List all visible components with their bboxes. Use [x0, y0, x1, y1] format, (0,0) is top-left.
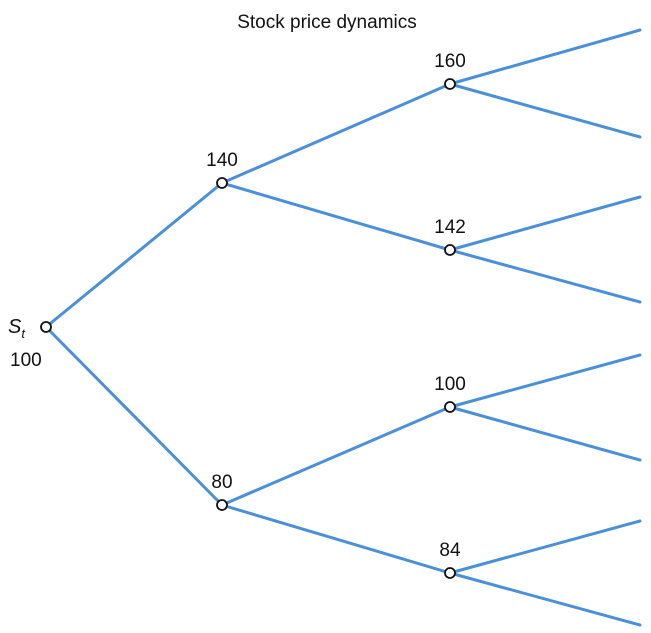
root-variable: S: [8, 316, 22, 338]
leaf-branch-0-down: [448, 82, 642, 139]
root-value-label: 100: [10, 350, 42, 371]
tree-node-2-3: [444, 567, 456, 579]
leaf-branch-1-down: [448, 248, 642, 304]
tree-node-1-1: [216, 499, 228, 511]
diagram-title: Stock price dynamics: [237, 12, 417, 33]
leaf-branch-2-down: [448, 405, 642, 462]
leaf-branch-2-up: [448, 353, 642, 409]
branch-0-0-up: [44, 181, 224, 329]
branch-1-1-up: [220, 405, 452, 507]
leaf-branch-3-up: [448, 519, 642, 575]
tree-nodes: [40, 78, 456, 579]
leaf-branch-0-up: [448, 28, 642, 86]
tree-node-2-1: [444, 244, 456, 256]
node-value-2-3: 84: [439, 540, 461, 561]
tree-labels: St 100 140 80 160 142 100 84: [8, 51, 466, 561]
tree-node-0-0: [40, 321, 52, 333]
tree-node-1-0: [216, 177, 228, 189]
leaf-branch-3-down: [448, 571, 642, 627]
branch-1-0-up: [220, 82, 452, 185]
node-value-2-0: 160: [434, 51, 466, 72]
root-subscript: t: [21, 326, 26, 341]
tree-branches: [44, 28, 642, 627]
branch-1-1-down: [220, 503, 452, 575]
leaf-branch-1-up: [448, 195, 642, 252]
node-value-1-0: 140: [206, 150, 238, 171]
node-value-2-1: 142: [434, 217, 466, 238]
tree-node-2-0: [444, 78, 456, 90]
node-value-2-2: 100: [434, 374, 466, 395]
branch-0-0-down: [44, 325, 224, 507]
branch-1-0-down: [220, 181, 452, 252]
tree-node-2-2: [444, 401, 456, 413]
root-variable-label: St: [8, 316, 26, 341]
node-value-1-1: 80: [211, 472, 232, 493]
